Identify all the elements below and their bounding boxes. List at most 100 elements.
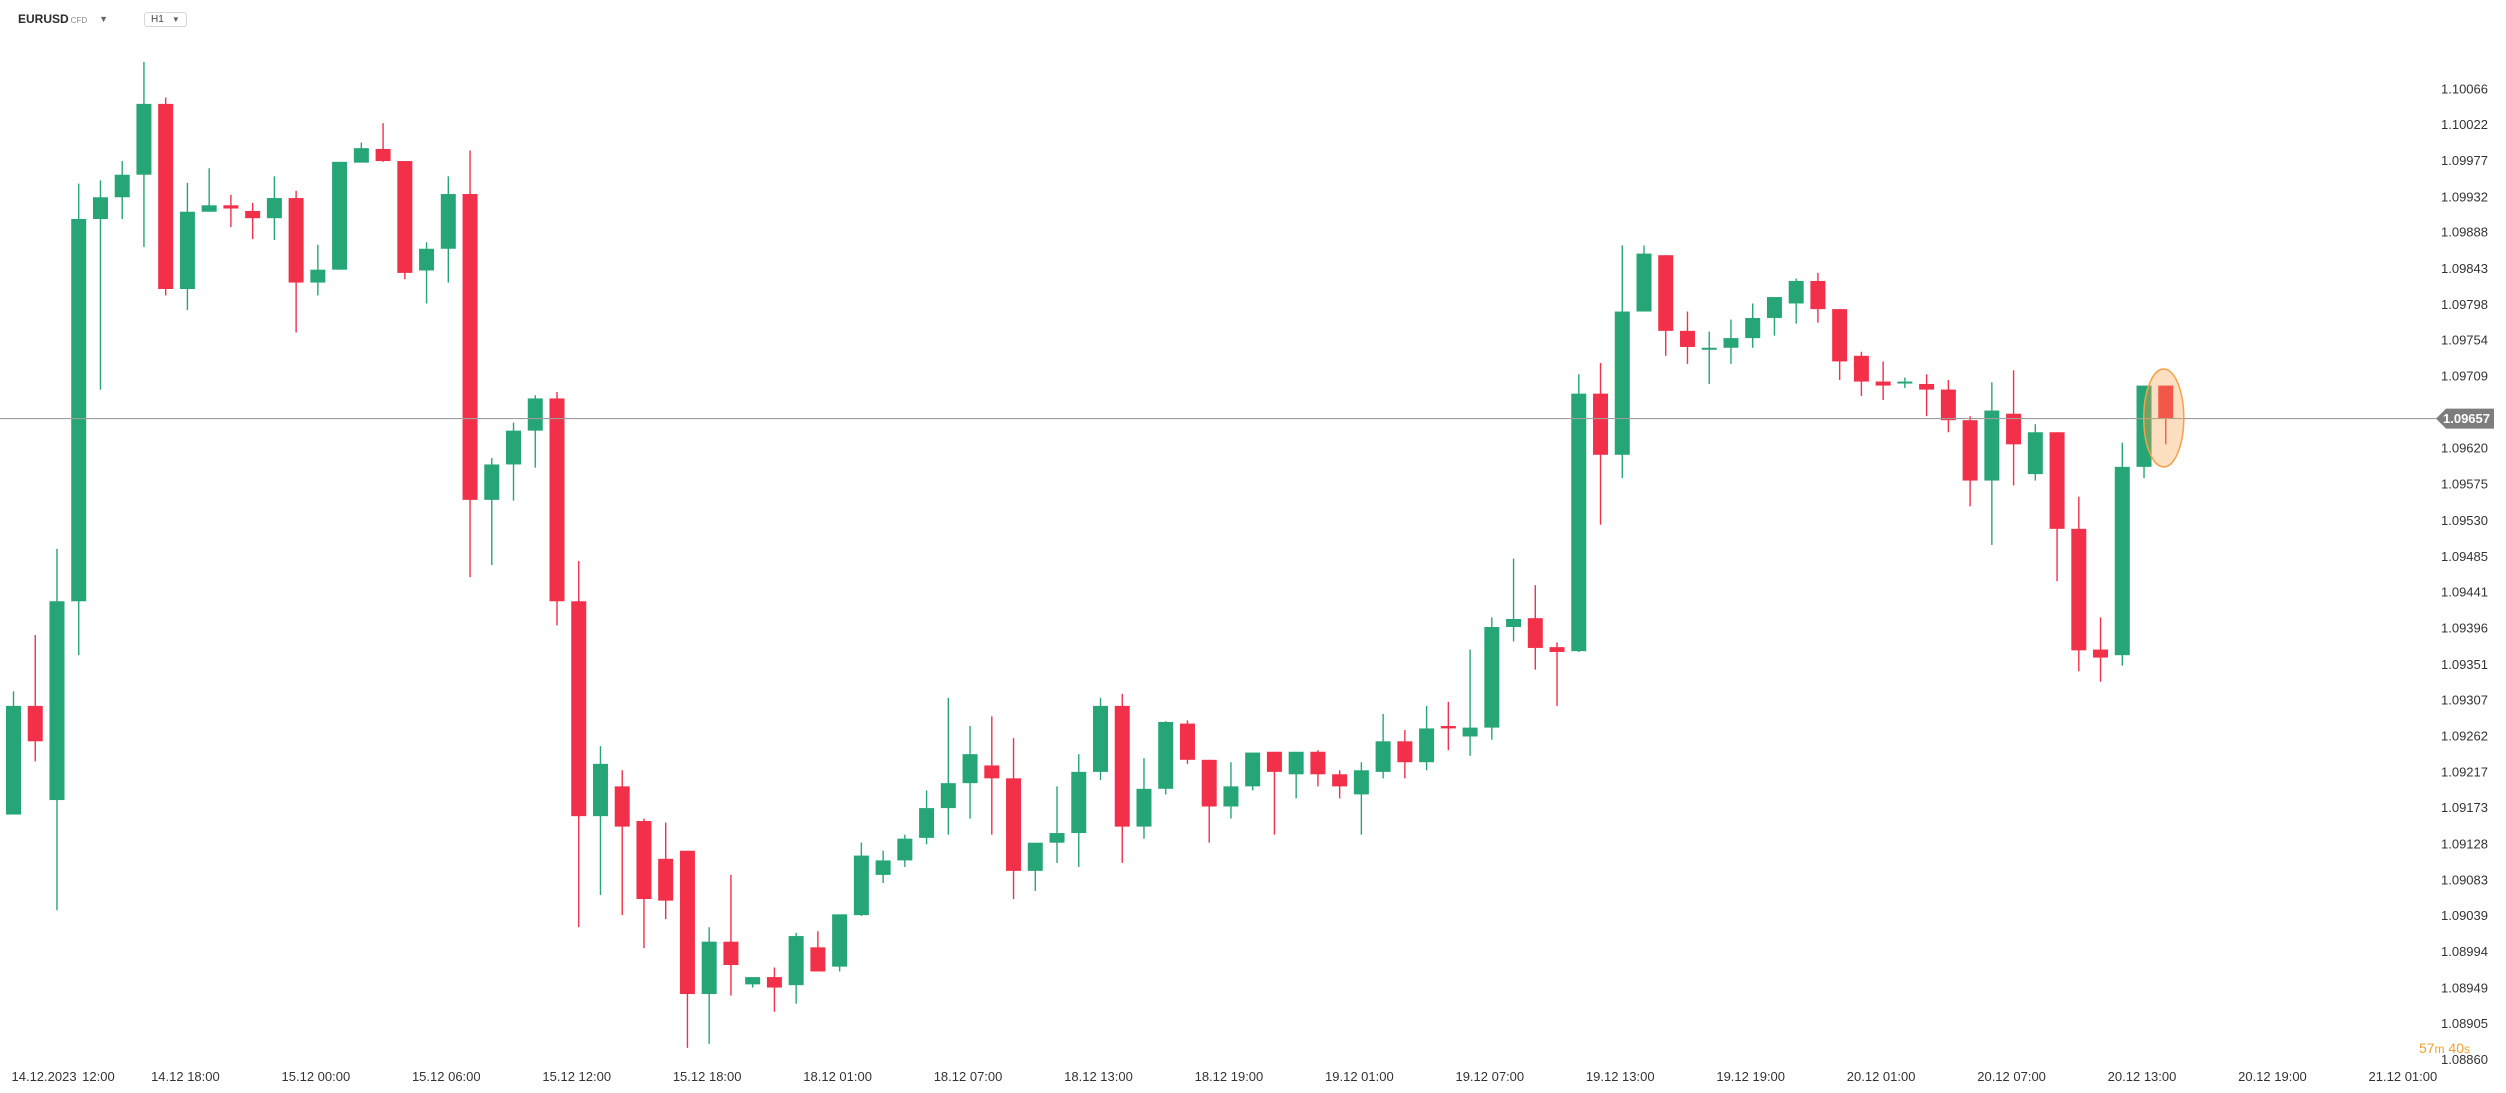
candle[interactable]: [2114, 442, 2130, 666]
candle[interactable]: [571, 561, 587, 928]
candle[interactable]: [1679, 311, 1695, 364]
candle[interactable]: [1832, 309, 1848, 380]
candle[interactable]: [1788, 278, 1804, 324]
candle[interactable]: [1527, 585, 1543, 670]
candle[interactable]: [1658, 255, 1674, 356]
candle[interactable]: [788, 932, 804, 1004]
candle[interactable]: [484, 458, 500, 566]
candle[interactable]: [1766, 297, 1782, 336]
candle[interactable]: [962, 726, 978, 819]
candle[interactable]: [223, 194, 239, 228]
candle[interactable]: [549, 392, 565, 626]
candle[interactable]: [636, 818, 652, 949]
candle[interactable]: [1571, 374, 1587, 652]
candle[interactable]: [1462, 649, 1478, 756]
candle[interactable]: [1201, 759, 1217, 843]
candle[interactable]: [832, 914, 848, 972]
candle[interactable]: [179, 182, 195, 310]
candle[interactable]: [440, 176, 456, 283]
candle[interactable]: [853, 842, 869, 916]
candle[interactable]: [1419, 705, 1435, 771]
timeframe-selector[interactable]: H1 ▼: [144, 11, 187, 27]
candle[interactable]: [397, 161, 413, 280]
candle[interactable]: [201, 168, 217, 212]
candle[interactable]: [462, 150, 478, 578]
candle[interactable]: [745, 977, 761, 988]
candle[interactable]: [1375, 713, 1391, 779]
candle[interactable]: [1723, 319, 1739, 364]
candle[interactable]: [766, 967, 782, 1012]
symbol-dropdown-icon[interactable]: ▼: [99, 14, 109, 24]
candle[interactable]: [114, 161, 130, 219]
candle[interactable]: [245, 202, 261, 240]
candle[interactable]: [158, 97, 174, 296]
candle[interactable]: [1027, 842, 1043, 891]
candle[interactable]: [614, 770, 630, 916]
candle[interactable]: [940, 697, 956, 835]
candle[interactable]: [49, 548, 65, 911]
candle[interactable]: [1810, 272, 1826, 323]
candle[interactable]: [266, 176, 282, 240]
candle[interactable]: [1332, 770, 1348, 799]
candle[interactable]: [1484, 617, 1500, 740]
candle[interactable]: [1940, 379, 1956, 433]
candle[interactable]: [658, 822, 674, 920]
candle[interactable]: [419, 242, 435, 304]
candle[interactable]: [527, 395, 543, 468]
candle[interactable]: [1310, 750, 1326, 787]
candle[interactable]: [1919, 374, 1935, 417]
candle[interactable]: [1875, 361, 1891, 401]
candle[interactable]: [679, 850, 695, 1048]
candle[interactable]: [1506, 558, 1522, 642]
candle[interactable]: [592, 746, 608, 896]
candle[interactable]: [1006, 738, 1022, 900]
candle[interactable]: [701, 927, 717, 1044]
candle[interactable]: [506, 422, 522, 501]
candle[interactable]: [310, 244, 326, 296]
candle[interactable]: [1397, 730, 1413, 779]
candle[interactable]: [71, 183, 87, 656]
candle[interactable]: [1984, 382, 2000, 545]
candle[interactable]: [1093, 697, 1108, 780]
candle[interactable]: [288, 190, 304, 333]
candle[interactable]: [27, 635, 43, 762]
candle[interactable]: [1853, 351, 1869, 397]
candle[interactable]: [92, 180, 108, 390]
candle[interactable]: [2006, 370, 2022, 486]
candle[interactable]: [136, 62, 152, 248]
candle[interactable]: [1549, 642, 1565, 706]
candle[interactable]: [6, 691, 21, 815]
symbol-name[interactable]: EURUSD CFD: [18, 10, 87, 28]
candle[interactable]: [2027, 424, 2043, 481]
candle[interactable]: [1636, 245, 1652, 312]
candle[interactable]: [2049, 432, 2065, 582]
candle[interactable]: [2158, 385, 2174, 445]
candle[interactable]: [1179, 720, 1195, 764]
candle[interactable]: [353, 142, 369, 163]
candle[interactable]: [723, 874, 739, 996]
candle[interactable]: [1440, 701, 1456, 751]
candle[interactable]: [1353, 762, 1369, 835]
candle[interactable]: [1593, 363, 1609, 525]
candle[interactable]: [375, 123, 391, 162]
candle[interactable]: [810, 931, 826, 972]
candle[interactable]: [1745, 303, 1761, 348]
candle[interactable]: [1049, 786, 1065, 863]
candle[interactable]: [897, 834, 913, 867]
candle[interactable]: [875, 850, 891, 883]
candle[interactable]: [1701, 331, 1717, 384]
candle[interactable]: [1245, 752, 1261, 791]
candle[interactable]: [1223, 762, 1239, 819]
candle[interactable]: [2071, 496, 2087, 672]
candle[interactable]: [332, 161, 348, 270]
candle[interactable]: [1071, 754, 1087, 867]
candle[interactable]: [1897, 377, 1913, 388]
candle[interactable]: [1962, 416, 1978, 507]
candle[interactable]: [1288, 751, 1304, 799]
candle[interactable]: [984, 716, 1000, 835]
candle[interactable]: [1158, 721, 1174, 795]
candle[interactable]: [1614, 245, 1630, 479]
candle[interactable]: [1136, 758, 1152, 839]
candle[interactable]: [919, 790, 935, 845]
